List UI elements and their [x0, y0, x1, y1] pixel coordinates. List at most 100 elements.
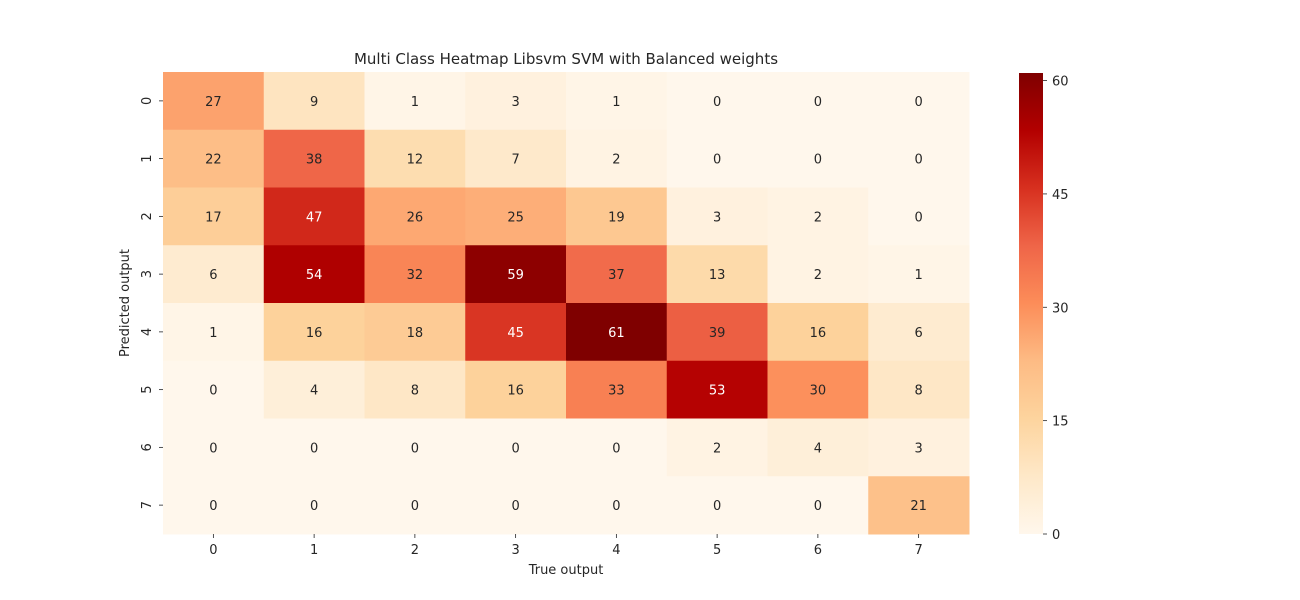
heatmap-cell — [163, 303, 265, 362]
heatmap-cell-label: 0 — [310, 499, 318, 514]
heatmap-cell-label: 0 — [814, 153, 822, 168]
heatmap-cell — [163, 418, 265, 477]
heatmap-cell-label: 0 — [411, 499, 419, 514]
x-axis-label: True output — [528, 563, 604, 578]
heatmap-cell-label: 26 — [407, 210, 424, 225]
heatmap-cell — [465, 129, 567, 188]
heatmap-cell-label: 0 — [814, 499, 822, 514]
x-axis-ticks: 0 1 2 3 4 5 6 7 — [209, 534, 923, 558]
heatmap-cell-label: 6 — [914, 326, 922, 341]
heatmap-cell-label: 4 — [814, 441, 822, 456]
y-axis-label: Predicted output — [118, 249, 133, 357]
heatmap-cell — [163, 129, 265, 188]
heatmap-cell-label: 39 — [709, 326, 726, 341]
heatmap-cell — [163, 476, 265, 535]
y-tick-label: 5 — [140, 385, 155, 393]
heatmap-cell — [163, 245, 265, 304]
y-tick-label: 7 — [140, 501, 155, 509]
colorbar-ticks: 0 15 30 45 60 — [1043, 75, 1069, 543]
heatmap-cell — [566, 476, 668, 535]
heatmap-cell-label: 0 — [411, 441, 419, 456]
heatmap-cell — [364, 303, 466, 362]
heatmap-cell-label: 0 — [209, 499, 217, 514]
heatmap-cell — [465, 360, 567, 419]
y-tick-label: 0 — [140, 97, 155, 105]
x-tick-label: 0 — [209, 543, 217, 558]
heatmap-cell — [666, 187, 768, 246]
heatmap-cell-label: 54 — [306, 268, 323, 283]
heatmap-cell-label: 16 — [810, 326, 827, 341]
heatmap-cell-label: 16 — [306, 326, 323, 341]
heatmap-cell — [767, 303, 869, 362]
heatmap-cell — [767, 245, 869, 304]
heatmap-cell — [666, 303, 768, 362]
heatmap-cell-label: 0 — [914, 210, 922, 225]
heatmap-cell — [566, 72, 668, 131]
heatmap-cell-label: 33 — [608, 384, 625, 399]
colorbar-tick-label: 60 — [1052, 75, 1069, 90]
heatmap-cell — [666, 129, 768, 188]
heatmap-cell — [666, 245, 768, 304]
heatmap-cell-label: 4 — [310, 384, 318, 399]
heatmap-cell — [566, 418, 668, 477]
x-tick-label: 1 — [310, 543, 318, 558]
colorbar-tick-label: 15 — [1052, 415, 1069, 430]
heatmap-cell — [566, 303, 668, 362]
heatmap-cell-label: 0 — [713, 153, 721, 168]
colorbar-tick-label: 30 — [1052, 301, 1069, 316]
heatmap-cell-label: 12 — [407, 153, 424, 168]
heatmap-cell — [566, 245, 668, 304]
heatmap-cell — [767, 129, 869, 188]
heatmap-cell-label: 22 — [205, 153, 222, 168]
heatmap-cell — [263, 245, 365, 304]
x-tick-label: 3 — [511, 543, 519, 558]
heatmap-cell — [163, 72, 265, 131]
heatmap-cell-label: 0 — [209, 441, 217, 456]
heatmap-cell — [465, 476, 567, 535]
heatmap-cell — [263, 418, 365, 477]
heatmap-cell-label: 3 — [511, 95, 519, 110]
heatmap-cell — [364, 245, 466, 304]
heatmap-cell-label: 61 — [608, 326, 625, 341]
heatmap-cell-labels: 27 9 1 3 1 0 0 022 38 12 7 2 0 0 017 47 26 25 19 3 2 06 54 32 59… — [205, 95, 927, 514]
heatmap-cell-label: 1 — [411, 95, 419, 110]
heatmap-cell-label: 2 — [814, 268, 822, 283]
heatmap-cell — [868, 476, 970, 535]
heatmap-cell-label: 21 — [910, 499, 927, 514]
heatmap-cells — [163, 72, 970, 535]
heatmap-cell — [868, 245, 970, 304]
heatmap-cell-label: 30 — [810, 384, 827, 399]
heatmap-cell-label: 2 — [814, 210, 822, 225]
heatmap-cell-label: 6 — [209, 268, 217, 283]
x-tick-label: 2 — [411, 543, 419, 558]
heatmap-cell — [364, 72, 466, 131]
heatmap-cell — [566, 187, 668, 246]
x-tick-label: 5 — [713, 543, 721, 558]
heatmap-cell-label: 0 — [612, 441, 620, 456]
heatmap-cell — [364, 187, 466, 246]
heatmap-cell — [465, 72, 567, 131]
heatmap-cell-label: 0 — [209, 384, 217, 399]
y-tick-label: 2 — [140, 212, 155, 220]
heatmap-cell — [868, 72, 970, 131]
heatmap-cell-label: 13 — [709, 268, 726, 283]
heatmap-cell — [868, 360, 970, 419]
heatmap-cell — [263, 129, 365, 188]
heatmap-cell-label: 3 — [914, 441, 922, 456]
heatmap-cell — [767, 187, 869, 246]
heatmap-cell-label: 2 — [612, 153, 620, 168]
heatmap-cell — [364, 360, 466, 419]
heatmap-cell-label: 9 — [310, 95, 318, 110]
heatmap-cell-label: 8 — [411, 384, 419, 399]
heatmap-cell-label: 37 — [608, 268, 625, 283]
heatmap-cell — [263, 476, 365, 535]
heatmap-cell — [163, 187, 265, 246]
y-tick-label: 3 — [140, 270, 155, 278]
heatmap-cell — [364, 476, 466, 535]
heatmap-cell — [767, 72, 869, 131]
heatmap-cell-label: 1 — [914, 268, 922, 283]
heatmap-cell — [868, 187, 970, 246]
heatmap-cell-label: 38 — [306, 153, 323, 168]
heatmap-cell-label: 1 — [209, 326, 217, 341]
